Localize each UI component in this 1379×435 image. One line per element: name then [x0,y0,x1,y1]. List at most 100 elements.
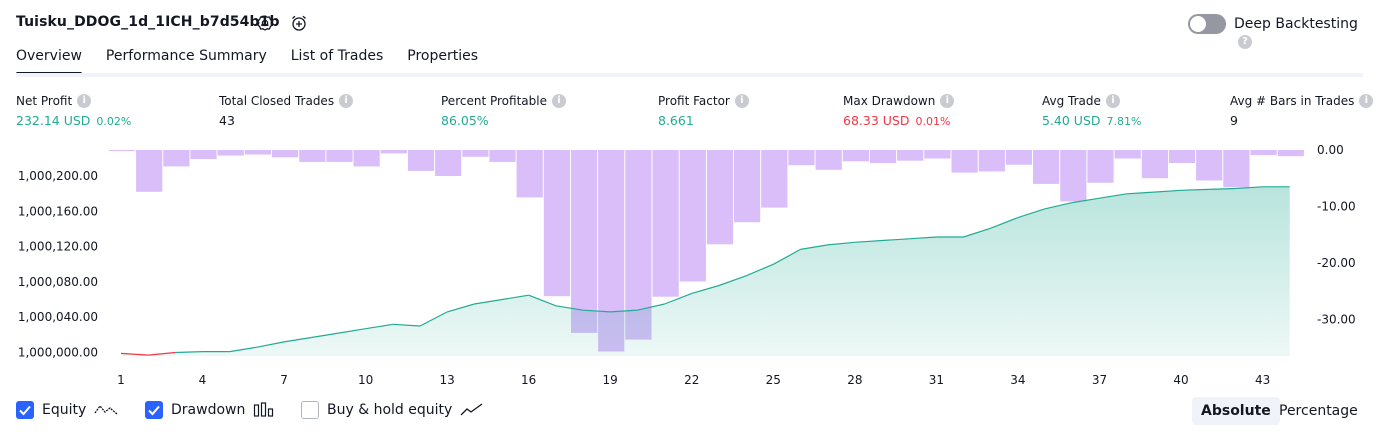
stat-label: Net Profit [16,94,73,108]
equity-line-segment [148,351,176,356]
equity-line-segment [854,239,883,243]
x-axis-tick-label: 28 [847,373,862,387]
x-axis-tick-label: 40 [1173,373,1188,387]
drawdown-bar [761,150,788,208]
stat-value: 232.14 USD [16,113,91,128]
equity-line-segment [365,323,393,330]
buy-hold-checkbox[interactable] [301,401,319,419]
question-circle-icon[interactable]: i [734,94,749,108]
equity-chart[interactable]: 1,000,200.00 1,000,160.00 1,000,120.00 1,00… [0,140,1379,392]
alarm-clock-plus-icon[interactable] [290,14,308,32]
x-axis-tick-label: 1 [117,373,125,387]
equity-line-segment [120,352,149,356]
left-axis-tick-label: 1,000,080.00 [18,275,98,289]
equity-line-segment [501,294,529,301]
strategy-name: Tuisku_DDOG_1d_1ICH_b7d54b1b [16,14,280,30]
x-axis-tick-label: 31 [929,373,944,387]
x-axis-tick-label: 34 [1010,373,1025,387]
stat-net-profit: Net Profit i 232.14 USD 0.02% [16,93,131,128]
stat-max-drawdown: Max Drawdown i 68.33 USD 0.01% [843,93,955,128]
left-axis-tick-label: 1,000,200.00 [18,169,98,183]
equity-line-segment [338,328,366,334]
equity-line-segment [555,305,584,311]
equity-line-segment [745,263,774,277]
x-axis-tick-label: 10 [358,373,373,387]
drawdown-bar [1087,150,1114,183]
stat-label: Avg Trade [1042,94,1101,108]
question-circle-icon[interactable]: i [339,94,354,108]
deep-backtesting-text: Deep Backtesting [1234,16,1358,32]
question-circle-icon[interactable]: i [77,94,92,108]
deep-backtesting-toggle[interactable] [1188,14,1226,34]
equity-line-segment [311,332,339,339]
equity-line-segment [1017,208,1046,219]
drawdown-bar [407,150,435,171]
drawdown-checkbox[interactable] [145,401,163,419]
drawdown-bar [435,150,462,176]
equity-line-segment [229,346,257,353]
right-axis-tick-label: -30.00 [1317,312,1356,326]
stat-value: 9 [1230,113,1238,128]
equity-line-segment [1044,202,1073,210]
drawdown-bar [516,150,543,198]
drawdown-bar [978,150,1005,172]
gear-icon[interactable] [256,14,274,32]
equity-line-segment [1153,189,1182,193]
question-circle-icon[interactable]: i [940,94,955,108]
stat-label: Avg # Bars in Trades [1230,94,1355,108]
equity-line-segment [990,217,1019,229]
equity-line-segment [1072,197,1100,204]
drawdown-bar [897,150,924,161]
left-axis-tick-label: 1,000,120.00 [18,240,98,254]
equity-line-segment [392,323,421,327]
percentage-button[interactable]: Percentage [1279,403,1358,419]
tab-overview[interactable]: Overview [16,48,82,75]
x-axis-tick-label: 16 [521,373,536,387]
equity-line-segment [691,284,720,294]
question-circle-icon[interactable]: i [1105,94,1120,108]
drawdown-bar [1168,150,1196,163]
legend-label: Buy & hold equity [327,402,453,418]
x-axis-tick-label: 13 [440,373,455,387]
stat-value: 86.05% [441,113,489,128]
equity-line-segment [881,238,910,242]
right-axis-tick-label: 0.00 [1317,143,1344,157]
drawdown-bar [1141,150,1168,179]
legend-equity[interactable]: Equity [16,401,118,419]
equity-line-segment [909,236,937,240]
stat-percent-profitable: Percent Profitable i 86.05% [441,93,566,128]
drawdown-bar [1196,150,1223,181]
equity-line-icon [94,404,118,415]
stat-value: 68.33 USD [843,113,910,128]
drawdown-bar [462,150,489,157]
drawdown-bar [1223,150,1250,188]
drawdown-bar [951,150,978,173]
question-circle-icon[interactable]: ? [1238,35,1252,49]
x-axis-tick-label: 22 [684,373,699,387]
tab-properties[interactable]: Properties [407,48,479,64]
question-circle-icon[interactable]: i [1359,94,1374,108]
tab-list-of-trades[interactable]: List of Trades [290,48,384,64]
drawdown-bar [108,150,136,152]
stat-value: 5.40 USD [1042,113,1101,128]
equity-checkbox[interactable] [16,401,34,419]
legend-label: Equity [42,402,87,418]
drawdown-bar [842,150,869,162]
drawdown-bar [1005,150,1032,165]
legend-buy-hold-equity[interactable]: Buy & hold equity [301,401,484,419]
drawdown-bar [1277,150,1304,157]
equity-line-segment [637,303,665,311]
legend-drawdown[interactable]: Drawdown [145,401,275,419]
tab-divider [16,73,1363,77]
x-axis-tick-label: 43 [1255,373,1270,387]
drawdown-bar [1060,150,1087,202]
tab-performance-summary[interactable]: Performance Summary [105,48,267,64]
equity-line-segment [718,275,747,287]
absolute-button[interactable]: Absolute [1192,397,1280,425]
question-circle-icon[interactable]: i [551,94,566,108]
equity-line-segment [528,294,557,307]
stat-label: Percent Profitable [441,94,547,108]
drawdown-bar [190,150,217,159]
equity-line-segment [419,311,448,327]
drawdown-bar [1250,150,1277,156]
